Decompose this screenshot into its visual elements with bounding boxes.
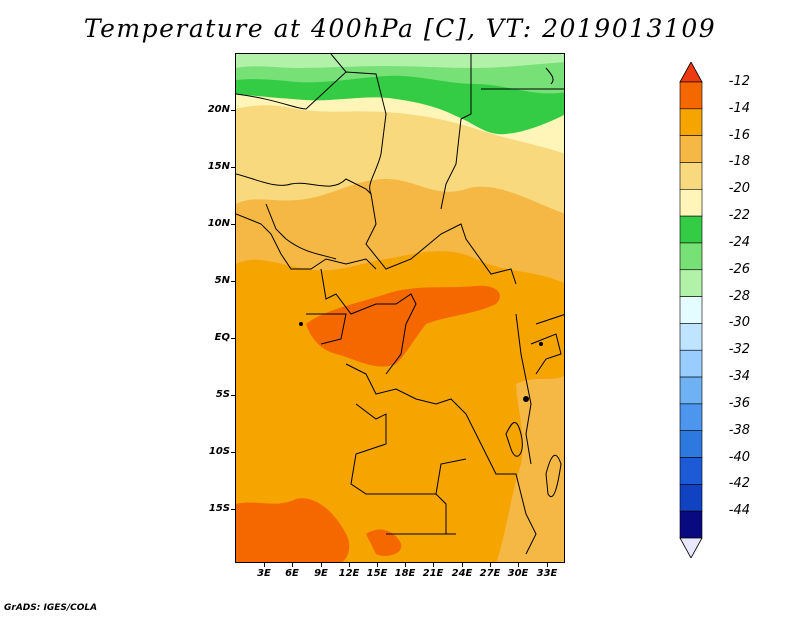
lon-label-12E: 12E [338, 568, 360, 579]
lon-tick [462, 563, 463, 567]
lon-label-15E: 15E [366, 568, 388, 579]
colorbar-label: -42 [728, 476, 750, 492]
colorbar-label: -20 [728, 181, 750, 197]
lat-label-EQ: EQ [214, 332, 230, 343]
lon-tick [292, 563, 293, 567]
chart-title: Temperature at 400hPa [C], VT: 201901310… [83, 14, 717, 43]
colorbar-bottom-arrow [679, 537, 703, 558]
map-plot-area [235, 53, 565, 563]
lon-tick [377, 563, 378, 567]
colorbar-label: -14 [728, 100, 750, 116]
lon-tick [405, 563, 406, 567]
lon-tick [490, 563, 491, 567]
colorbar-label: -34 [728, 369, 750, 385]
lakes [299, 322, 543, 402]
lat-tick [231, 452, 235, 453]
lon-label-24E: 24E [451, 568, 473, 579]
colorbar-label: -12 [728, 74, 750, 89]
field-band-16-18-southeast [496, 375, 564, 562]
colorbar-label: -36 [728, 395, 750, 411]
colorbar-label: -28 [728, 288, 750, 304]
lon-label-6E: 6E [285, 568, 299, 579]
lon-label-33E: 33E [536, 568, 558, 579]
lat-label-5N: 5N [214, 275, 230, 286]
colorbar-label: -38 [728, 422, 750, 438]
lat-tick [231, 224, 235, 225]
colorbar [679, 62, 703, 558]
lon-label-30E: 30E [507, 568, 529, 579]
lat-label-5S: 5S [215, 389, 230, 400]
colorbar-label: -40 [728, 449, 750, 465]
lon-tick [518, 563, 519, 567]
colorbar-label: -24 [728, 234, 750, 250]
lon-tick [349, 563, 350, 567]
lat-label-20N: 20N [207, 104, 230, 115]
lat-label-15S: 15S [208, 503, 230, 514]
field-band-12-14-southwest [236, 498, 350, 562]
lat-tick [231, 395, 235, 396]
colorbar-label: -26 [728, 261, 750, 277]
lon-tick [547, 563, 548, 567]
field-band-12-14-patch [366, 529, 402, 556]
lon-label-27E: 27E [479, 568, 501, 579]
lat-tick [231, 338, 235, 339]
lat-label-15N: 15N [207, 161, 230, 172]
lat-tick [231, 509, 235, 510]
colorbar-label: -18 [728, 154, 750, 170]
lat-tick [231, 281, 235, 282]
lat-label-10S: 10S [208, 446, 230, 457]
lon-tick [321, 563, 322, 567]
colorbar-label: -44 [728, 503, 750, 519]
colorbar-label: -32 [728, 342, 750, 358]
lon-label-21E: 21E [422, 568, 444, 579]
lon-tick [433, 563, 434, 567]
lat-label-10N: 10N [207, 218, 230, 229]
lon-label-9E: 9E [314, 568, 328, 579]
colorbar-label: -30 [728, 315, 750, 331]
temperature-field [236, 54, 564, 562]
field-band-12-14-equator [306, 285, 500, 367]
lon-label-3E: 3E [257, 568, 271, 579]
field-band-26-28 [236, 54, 564, 68]
lon-label-18E: 18E [394, 568, 416, 579]
lat-tick [231, 110, 235, 111]
lat-tick [231, 167, 235, 168]
lon-tick [264, 563, 265, 567]
country-borders [236, 54, 564, 555]
colorbar-label: -16 [728, 127, 750, 143]
colorbar-label: -22 [728, 208, 750, 224]
grads-credit: GrADS: IGES/COLA [4, 603, 98, 613]
